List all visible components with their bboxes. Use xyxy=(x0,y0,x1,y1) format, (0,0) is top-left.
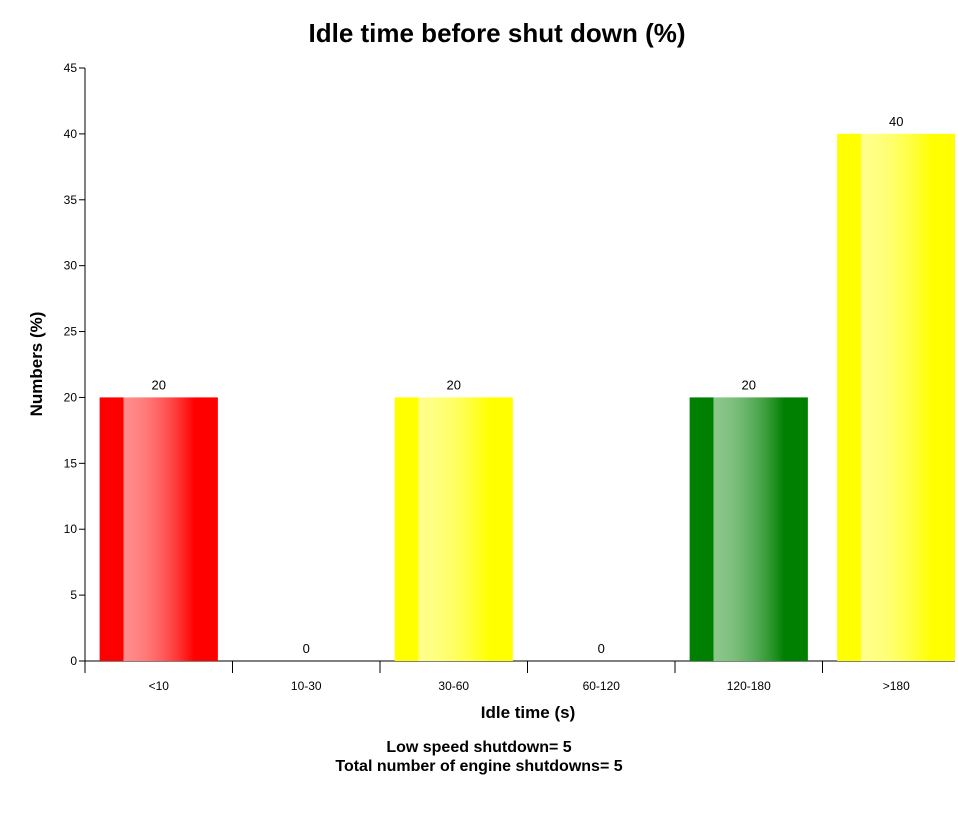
y-tick-label: 25 xyxy=(64,325,78,339)
x-tick-label: 10-30 xyxy=(291,679,322,693)
bars: 20 0 20 0 20 40 xyxy=(99,114,955,661)
total-shutdowns-text: Total number of engine shutdowns= 5 xyxy=(335,758,623,775)
bar xyxy=(99,397,218,661)
y-tick-label: 0 xyxy=(70,654,77,668)
bar-value-label: 20 xyxy=(447,377,461,392)
y-axis-label: Numbers (%) xyxy=(27,312,46,417)
x-tick-label: >180 xyxy=(883,679,910,693)
y-tick-label: 10 xyxy=(64,522,78,536)
y-axis: 0 5 10 15 20 25 30 35 40 45 xyxy=(64,61,86,668)
y-tick-label: 30 xyxy=(64,259,78,273)
bar xyxy=(837,133,955,661)
y-tick-label: 5 xyxy=(70,588,77,602)
x-axis: <10 10-30 30-60 60-120 120-180 >180 xyxy=(84,660,955,693)
y-tick-label: 35 xyxy=(64,193,78,207)
bar xyxy=(394,397,513,661)
chart-title: Idle time before shut down (%) xyxy=(308,18,685,48)
x-tick-label: 60-120 xyxy=(583,679,621,693)
y-tick-label: 15 xyxy=(64,456,78,470)
bar-value-label: 40 xyxy=(889,114,903,129)
bar-value-label: 20 xyxy=(152,377,166,392)
x-tick-label: <10 xyxy=(149,679,170,693)
bar-value-label: 0 xyxy=(598,641,605,656)
x-axis-label: Idle time (s) xyxy=(481,703,575,722)
bar xyxy=(689,397,808,661)
bar-value-label: 20 xyxy=(742,377,756,392)
y-tick-label: 40 xyxy=(64,127,78,141)
y-tick-label: 20 xyxy=(64,390,78,404)
x-tick-label: 120-180 xyxy=(727,679,771,693)
y-tick-label: 45 xyxy=(64,61,78,75)
bar-chart: Idle time before shut down (%) 051015202… xyxy=(27,18,955,722)
low-speed-shutdown-text: Low speed shutdown= 5 xyxy=(386,739,572,756)
bar-value-label: 0 xyxy=(303,641,310,656)
x-tick-label: 30-60 xyxy=(438,679,469,693)
